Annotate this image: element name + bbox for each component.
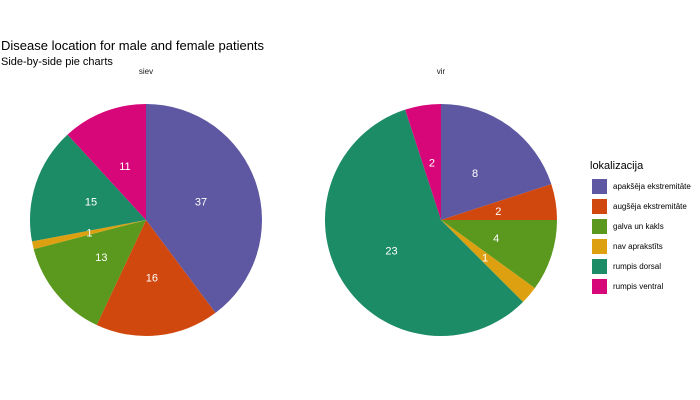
legend-item-rumpis-ventral: rumpis ventral (590, 276, 698, 296)
chart-title: Disease location for male and female pat… (1, 38, 265, 53)
slice-label-siev-galva-un-kakls: 13 (95, 252, 107, 264)
slice-label-vir-apakseja-ekstremitate: 8 (472, 168, 478, 180)
chart-subtitle: Side-by-side pie charts (1, 56, 113, 68)
legend-key (590, 177, 608, 195)
legend-key (590, 197, 608, 215)
pie-slice-vir-augseja-ekstremitate (441, 184, 557, 220)
legend-key (590, 257, 608, 275)
slice-label-siev-apakseja-ekstremitate: 37 (195, 197, 207, 209)
legend-key (590, 217, 608, 235)
slice-label-vir-augseja-ekstremitate: 2 (495, 206, 501, 218)
pie-slice-vir-galva-un-kakls (441, 220, 557, 289)
legend-title: lokalizacija (590, 160, 644, 172)
legend-swatch (591, 258, 607, 274)
legend-key (590, 237, 608, 255)
legend-key (590, 277, 608, 295)
legend-item-rumpis-dorsal: rumpis dorsal (590, 256, 698, 276)
legend-item-nav-aprakstits: nav aprakstīts (590, 236, 698, 256)
slice-label-vir-galva-un-kakls: 4 (493, 233, 499, 245)
pie-slice-vir-nav-aprakstits (441, 220, 535, 303)
pie-slice-siev-galva-un-kakls (33, 220, 147, 325)
pie-slice-vir-rumpis-ventral (405, 104, 441, 220)
legend-swatch (591, 238, 607, 254)
pie-slice-vir-apakseja-ekstremitate (441, 104, 552, 220)
legend-items: apakšēja ekstremitāte augšēja ekstremitāt… (590, 176, 698, 296)
slice-label-siev-rumpis-dorsal: 15 (85, 197, 97, 209)
legend-item-augseja-ekstremitate: augšēja ekstremitāte (590, 196, 698, 216)
slice-label-vir-rumpis-dorsal: 23 (385, 245, 397, 257)
legend-swatch (591, 218, 607, 234)
pie-slice-vir-rumpis-dorsal (324, 109, 524, 337)
slice-label-vir-nav-aprakstits: 1 (482, 253, 488, 265)
legend: lokalizacija apakšēja ekstremitāte augšēj… (590, 160, 698, 296)
legend-label: augšēja ekstremitāte (613, 201, 687, 211)
slice-label-siev-rumpis-ventral: 11 (119, 161, 130, 173)
legend-swatch (591, 198, 607, 214)
pie-slice-siev-rumpis-ventral (67, 104, 146, 220)
legend-swatch (591, 178, 607, 194)
legend-item-galva-un-kakls: galva un kakls (590, 216, 698, 236)
slice-label-siev-augseja-ekstremitate: 16 (146, 273, 158, 285)
panel-label-siev: siev (138, 67, 154, 76)
slice-label-vir-rumpis-ventral: 2 (429, 158, 435, 170)
legend-item-apakseja-ekstremitate: apakšēja ekstremitāte (590, 176, 698, 196)
panel-label-vir: vir (436, 67, 446, 76)
slice-label-siev-nav-aprakstits: 1 (86, 228, 92, 240)
pie-slice-siev-augseja-ekstremitate (96, 220, 216, 336)
legend-label: nav aprakstīts (613, 241, 663, 251)
legend-label: apakšēja ekstremitāte (613, 181, 691, 191)
legend-label: rumpis dorsal (613, 261, 662, 271)
legend-label: rumpis ventral (613, 281, 664, 291)
legend-label: galva un kakls (613, 221, 664, 231)
pie-slice-siev-nav-aprakstits (32, 220, 146, 250)
legend-swatch (591, 278, 607, 294)
pie-slice-siev-apakseja-ekstremitate (146, 104, 263, 313)
pie-slice-siev-rumpis-dorsal (30, 134, 146, 242)
